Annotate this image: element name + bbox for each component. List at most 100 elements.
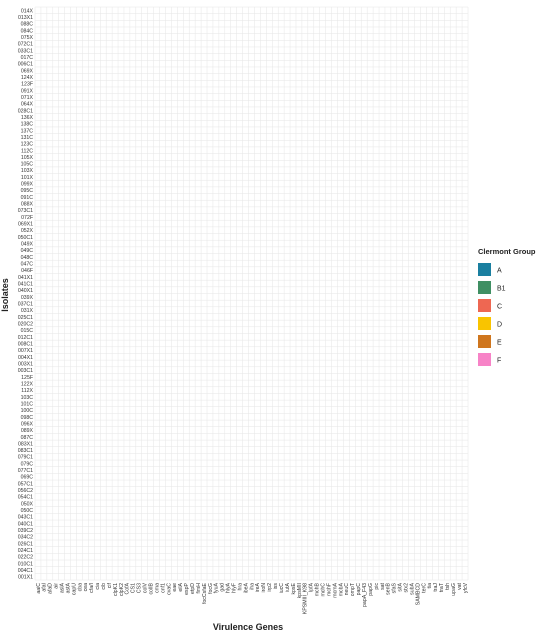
gene-tick-label: cea (83, 583, 89, 591)
gene-tick-label: mchC (320, 583, 326, 597)
isolate-tick-label: 100C (21, 408, 34, 414)
isolate-tick-label: 020C2 (18, 321, 33, 327)
isolate-tick-label: 022C2 (18, 555, 33, 561)
isolate-tick-label: 099X (21, 182, 34, 188)
isolate-tick-label: 125F (21, 375, 33, 381)
gene-tick-label: afaI (42, 583, 48, 592)
legend-label: E (497, 340, 502, 347)
gene-tick-label: air (54, 583, 60, 589)
gene-tick-label: espP (184, 582, 190, 594)
isolate-tick-label: 012C1 (18, 335, 33, 341)
gene-tick-label: vat (457, 582, 463, 589)
legend-label: D (497, 322, 502, 329)
isolate-tick-label: 041X1 (18, 275, 33, 281)
isolate-tick-label: 088X (21, 202, 34, 208)
gene-tick-label: cfa/I (89, 583, 95, 593)
gene-tick-label: SAMBCD (415, 583, 421, 605)
gene-tick-label: subA (409, 582, 415, 594)
gene-tick-label: clpK1 (113, 583, 119, 596)
isolate-tick-label: 079C1 (18, 455, 33, 461)
gene-tick-label: aaiC (36, 583, 42, 594)
gene-tick-label: cnf1 (160, 583, 166, 593)
gene-tick-label: cma (154, 583, 160, 593)
gene-tick-label: focCsfaE (202, 582, 208, 604)
gene-tick-label: astA (65, 582, 71, 593)
isolate-tick-label: 040X1 (18, 288, 33, 294)
gene-tick-label: lpfA (309, 582, 315, 591)
gene-tick-label: KPSMIII_K98 (303, 583, 309, 614)
gene-tick-label: hra (237, 583, 243, 591)
isolate-tick-label: 024C1 (18, 548, 33, 554)
isolate-tick-label: 131C (21, 135, 34, 141)
isolate-tick-labels: 014X013X1088C084C075X072C1033C1017C006C1… (18, 8, 34, 580)
gene-tick-label: mcbA (338, 582, 344, 596)
y-axis-label: Isolates (0, 278, 10, 312)
isolate-tick-label: 105X (21, 155, 34, 161)
isolate-tick-label: 136X (21, 115, 34, 121)
isolate-tick-label: 124X (21, 75, 34, 81)
isolate-tick-label: 007X1 (18, 348, 33, 354)
isolate-tick-label: 026C1 (18, 541, 33, 547)
isolate-tick-label: 031X (21, 308, 34, 314)
isolate-tick-label: 046F (21, 268, 33, 274)
isolate-tick-label: 017C (21, 55, 34, 61)
gene-tick-label: mchB (315, 582, 321, 596)
isolate-tick-label: 001X1 (18, 575, 33, 581)
isolate-tick-label: 039X (21, 295, 34, 301)
isolate-tick-label: 010C1 (18, 561, 33, 567)
isolate-tick-label: 095C (21, 188, 34, 194)
gene-tick-label: iucC (279, 583, 285, 594)
isolate-tick-label: 123F (21, 82, 33, 88)
gene-tick-label: papG (368, 583, 374, 596)
isolate-tick-label: 072C1 (18, 42, 33, 48)
gene-tick-label: mcmA (332, 582, 338, 597)
gene-tick-label: ireA (255, 582, 261, 592)
gene-tick-label: fimH (196, 583, 202, 594)
legend-items: A B1 C D E F (478, 263, 506, 366)
isolate-tick-label: 050X (21, 501, 34, 507)
gene-tick-label: cvaC (166, 583, 172, 595)
gene-tick-label: pic (374, 583, 380, 590)
isolate-tick-label: 052X (21, 228, 34, 234)
gene-tick-label: colV (143, 582, 149, 593)
isolate-tick-label: 013X1 (18, 15, 33, 21)
isolate-tick-label: 071X (21, 95, 34, 101)
isolate-tick-label: 105C (21, 162, 34, 168)
isolate-tick-label: 083X1 (18, 441, 33, 447)
legend-label: F (497, 358, 501, 365)
gene-tick-label: iha (249, 583, 255, 590)
isolate-tick-label: 096X (21, 421, 34, 427)
gene-tick-label: eilA (178, 582, 184, 591)
gene-tick-label: traT (439, 582, 445, 592)
isolate-tick-label: 123C (21, 142, 34, 148)
isolate-tick-label: 101C (21, 401, 34, 407)
isolate-tick-label: 028C1 (18, 108, 33, 114)
isolate-tick-label: 040C1 (18, 521, 33, 527)
isolate-tick-label: 069X1 (18, 222, 33, 228)
isolate-tick-label: 098C (21, 415, 34, 421)
legend: Clermont Group A B1 C D E F (478, 247, 536, 366)
gene-tick-label: sat (380, 582, 386, 589)
x-axis-label: Virulence Genes (213, 622, 283, 632)
gene-tick-label: papA_F43 (362, 583, 368, 607)
gene-tick-label: capU (71, 583, 77, 595)
gene-tick-label: CS3 (137, 583, 143, 593)
isolate-tick-label: 072F (21, 215, 33, 221)
isolate-tick-label: 039C2 (18, 528, 33, 534)
isolate-tick-label: 103C (21, 395, 34, 401)
gene-tick-label: terC (421, 583, 427, 593)
isolate-tick-label: 037C1 (18, 301, 33, 307)
gene-tick-label: senB (386, 582, 392, 594)
gene-tick-label: ompT (350, 582, 356, 596)
legend-swatch (478, 353, 491, 366)
isolate-tick-label: 084C (21, 28, 34, 34)
isolate-tick-label: 079C (21, 461, 34, 467)
gene-tick-label: papC (356, 583, 362, 596)
isolate-tick-label: 003X1 (18, 361, 33, 367)
gene-tick-label: neuC (344, 583, 350, 596)
isolate-tick-label: 087C (21, 435, 34, 441)
isolate-tick-label: 064X (21, 102, 34, 108)
legend-title: Clermont Group (478, 247, 536, 256)
gene-tick-label: cba (77, 583, 83, 591)
